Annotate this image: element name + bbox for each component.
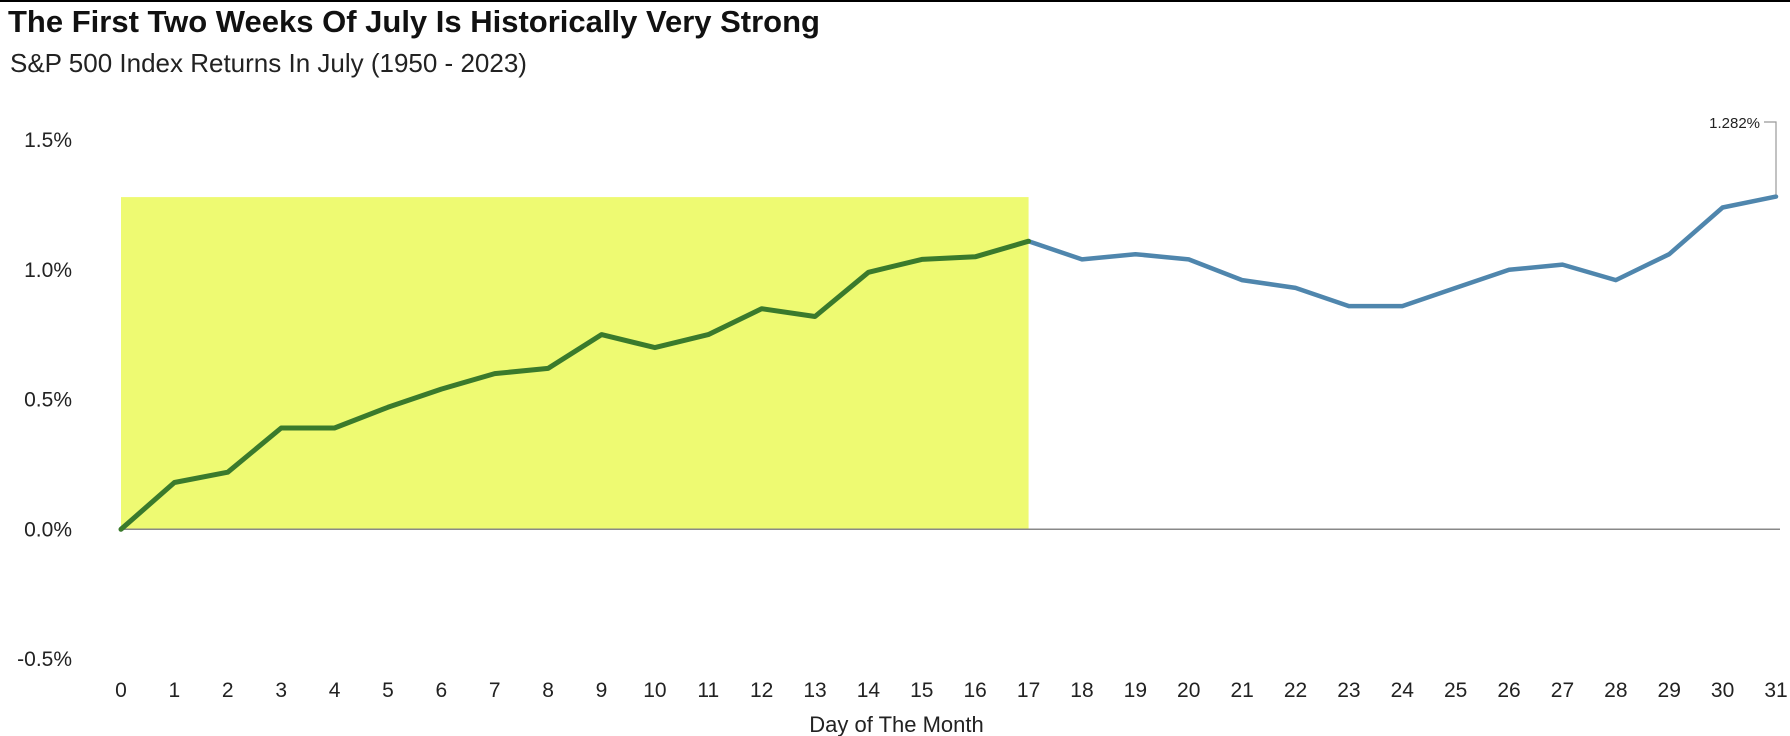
annotation-leader-line <box>1764 122 1776 195</box>
x-tick-label: 25 <box>1444 679 1467 702</box>
x-tick-label: 4 <box>329 679 341 702</box>
x-tick-label: 7 <box>489 679 501 702</box>
x-tick-label: 19 <box>1124 679 1147 702</box>
y-tick-label: 0.5% <box>24 389 72 412</box>
annotation-group: 1.282% <box>1709 115 1776 195</box>
x-tick-label: 9 <box>596 679 608 702</box>
x-tick-label: 30 <box>1711 679 1734 702</box>
x-tick-label: 24 <box>1391 679 1415 702</box>
series-line-rest-of-month <box>1029 197 1776 307</box>
x-tick-label: 10 <box>643 679 666 702</box>
x-tick-label: 8 <box>542 679 554 702</box>
x-tick-label: 16 <box>964 679 987 702</box>
highlight-region-group <box>121 197 1029 529</box>
x-tick-label: 3 <box>275 679 287 702</box>
x-tick-label: 2 <box>222 679 234 702</box>
x-tick-label: 29 <box>1658 679 1681 702</box>
x-tick-label: 1 <box>169 679 181 702</box>
x-tick-label: 31 <box>1764 679 1787 702</box>
x-tick-label: 17 <box>1017 679 1040 702</box>
annotation-label: 1.282% <box>1709 115 1760 132</box>
highlight-region <box>121 197 1029 529</box>
x-tick-label: 0 <box>115 679 127 702</box>
x-tick-label: 23 <box>1337 679 1360 702</box>
y-tick-label: -0.5% <box>17 648 72 671</box>
x-tick-label: 27 <box>1551 679 1574 702</box>
x-tick-labels: 0 1 2 3 4 5 6 7 8 9 10 11 12 13 14 15 16 17 18 19 20 21 22 23 24… <box>115 679 1788 702</box>
x-tick-label: 20 <box>1177 679 1200 702</box>
y-tick-labels: 1.5% 1.0% 0.5% 0.0% -0.5% <box>17 129 72 671</box>
x-tick-label: 5 <box>382 679 394 702</box>
x-tick-label: 21 <box>1230 679 1253 702</box>
x-tick-label: 13 <box>803 679 826 702</box>
y-tick-label: 0.0% <box>24 518 72 541</box>
x-axis-label: Day of The Month <box>809 712 983 736</box>
x-tick-label: 28 <box>1604 679 1627 702</box>
x-tick-label: 14 <box>857 679 881 702</box>
x-tick-label: 6 <box>435 679 447 702</box>
y-tick-label: 1.5% <box>24 129 72 152</box>
x-tick-label: 12 <box>750 679 773 702</box>
x-tick-label: 26 <box>1497 679 1520 702</box>
x-tick-label: 22 <box>1284 679 1307 702</box>
x-tick-label: 15 <box>910 679 933 702</box>
x-tick-label: 18 <box>1070 679 1093 702</box>
x-tick-label: 11 <box>697 679 719 702</box>
y-tick-label: 1.0% <box>24 259 72 282</box>
